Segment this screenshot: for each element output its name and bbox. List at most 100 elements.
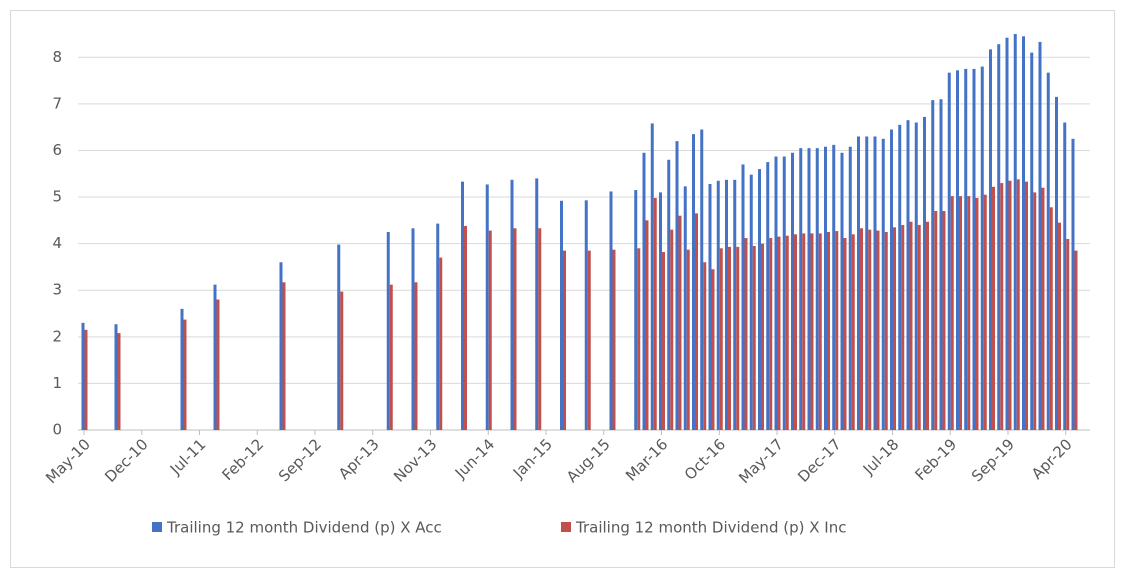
bar (733, 179, 737, 430)
bar (587, 250, 591, 430)
bar (791, 152, 794, 430)
bar (708, 184, 712, 430)
bar (1000, 183, 1004, 430)
y-tick-label: 4 (52, 234, 62, 252)
bar (939, 99, 943, 431)
bar (414, 282, 418, 430)
bar (1025, 181, 1028, 430)
bar (832, 144, 836, 430)
bar (741, 164, 745, 430)
bar (642, 152, 646, 430)
bar (1038, 41, 1042, 430)
bar (703, 262, 707, 430)
bar (997, 44, 1001, 431)
bar (947, 72, 951, 430)
bar (898, 124, 902, 431)
bar (777, 236, 781, 430)
bar (890, 129, 893, 430)
y-tick-label: 3 (52, 281, 62, 299)
bar (510, 179, 514, 430)
bar (876, 230, 880, 430)
bar (1071, 138, 1075, 430)
bar (180, 308, 184, 430)
bar (917, 225, 921, 430)
bar (992, 186, 995, 430)
bar (464, 225, 467, 430)
bar (956, 70, 959, 431)
bar (934, 211, 938, 430)
bar (584, 200, 588, 430)
bar (340, 291, 344, 430)
bar (989, 49, 992, 431)
bar (980, 66, 984, 430)
bar (807, 148, 811, 430)
bar (950, 196, 954, 430)
bar (794, 234, 797, 430)
bar (1066, 238, 1070, 430)
bar (700, 129, 704, 430)
bar (662, 252, 665, 430)
bar (711, 269, 715, 430)
bar (436, 223, 440, 430)
bar (563, 250, 566, 430)
bar (279, 262, 283, 430)
y-tick-label: 7 (52, 94, 62, 112)
legend-swatch (561, 522, 571, 532)
bar (650, 123, 654, 430)
bar (972, 68, 976, 430)
bar (645, 220, 649, 430)
bar (1063, 122, 1067, 430)
bar (942, 211, 946, 430)
bar (183, 319, 187, 430)
bar (782, 156, 786, 431)
y-tick-label: 2 (52, 327, 62, 345)
bar (538, 228, 542, 430)
bar (749, 174, 753, 430)
bar (851, 234, 855, 430)
bar (719, 248, 723, 430)
bar (114, 324, 118, 430)
bar (675, 141, 679, 431)
bar (909, 221, 913, 430)
bar (906, 120, 910, 430)
bar (84, 329, 88, 430)
bar (893, 227, 896, 430)
bar (848, 146, 852, 430)
bar (975, 197, 979, 430)
bar (914, 122, 918, 430)
bar (1030, 52, 1034, 430)
bar (840, 152, 844, 430)
bar (901, 225, 905, 430)
bar (1049, 207, 1053, 430)
bar (1074, 250, 1078, 430)
bar (485, 184, 489, 430)
bar (1016, 179, 1020, 430)
bar (637, 248, 641, 430)
bar (1022, 36, 1025, 430)
bar (1033, 192, 1037, 430)
bar (983, 194, 987, 430)
bar (835, 231, 839, 430)
bar (216, 299, 220, 430)
legend-label: Trailing 12 month Dividend (p) X Acc (166, 519, 442, 537)
bar (513, 228, 517, 430)
bar (670, 229, 674, 430)
bar (873, 136, 877, 430)
bar (923, 116, 926, 430)
bar (560, 200, 563, 430)
y-tick-label: 8 (52, 48, 62, 66)
bar (857, 136, 860, 430)
bar (117, 333, 121, 430)
bar (386, 231, 390, 430)
bar (799, 148, 803, 430)
bar (678, 215, 682, 430)
bar (692, 134, 695, 431)
bar (752, 245, 756, 430)
bar (213, 284, 217, 430)
bar (931, 100, 935, 431)
bar (802, 233, 806, 430)
bar (609, 191, 613, 430)
bar (926, 221, 929, 430)
bar (488, 230, 492, 430)
